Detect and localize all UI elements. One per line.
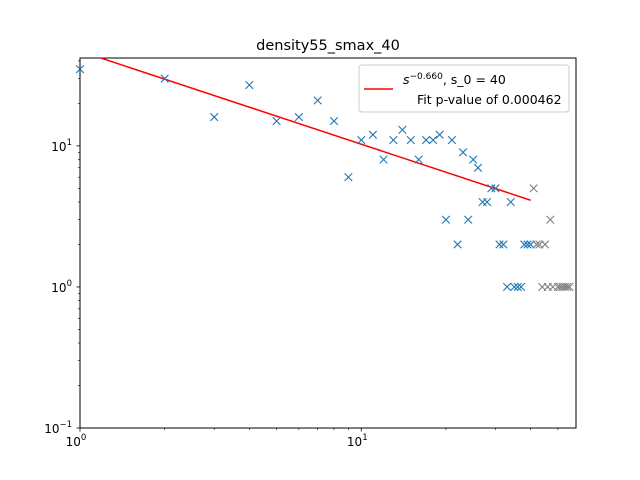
fitted-data-point <box>406 135 415 145</box>
fitted-data-point <box>513 282 522 292</box>
excluded-data-point <box>529 184 538 193</box>
y-tick-label: 101 <box>51 138 72 154</box>
fitted-data-point <box>441 215 451 224</box>
legend-fit-base: s <box>403 72 410 87</box>
fitted-data-point <box>482 197 492 207</box>
fitted-data-point <box>414 155 423 164</box>
fitted-data-point <box>495 240 504 249</box>
x-tick-label: 100 <box>66 433 87 449</box>
fitted-data-point <box>379 155 388 164</box>
fitted-data-point <box>473 163 483 172</box>
fitted-data-point <box>210 112 219 122</box>
fitted-data-point <box>523 240 532 249</box>
fitted-data-point <box>487 184 496 193</box>
fit-line-layer <box>100 57 531 201</box>
fitted-data-point <box>421 135 431 145</box>
excluded-data-point <box>565 282 574 292</box>
fitted-data-point <box>469 155 478 164</box>
fitted-data-point <box>520 240 529 249</box>
fitted-data-point <box>499 240 508 249</box>
fitted-data-point <box>506 197 515 207</box>
fitted-data-point <box>368 130 378 139</box>
fitted-data-point <box>458 148 468 157</box>
fitted-data-point <box>453 240 462 249</box>
fitted-data-point <box>245 80 254 90</box>
legend: s−0.660, s_0 = 40 Fit p-value of 0.00046… <box>358 64 570 113</box>
fitted-data-point <box>398 125 407 135</box>
data-points-layer <box>75 64 574 292</box>
excluded-data-point <box>546 215 555 224</box>
legend-pvalue-text: Fit p-value of 0.000462 <box>417 92 562 107</box>
fitted-data-point <box>491 184 500 193</box>
fitted-data-point <box>516 282 526 292</box>
fitted-data-point <box>329 116 339 126</box>
legend-fit-label: s−0.660, s_0 = 40 <box>403 72 506 87</box>
legend-fit-exponent: −0.660 <box>410 72 444 82</box>
fitted-data-point <box>526 240 535 249</box>
fitted-data-point <box>428 135 438 145</box>
fitted-data-point <box>447 135 457 145</box>
fitted-data-point <box>75 64 85 74</box>
fitted-data-point <box>294 112 304 122</box>
y-tick-label: 10−1 <box>44 420 72 436</box>
plot-frame <box>79 57 577 429</box>
legend-box <box>358 64 570 113</box>
x-tick-label: 101 <box>347 433 368 449</box>
excluded-data-point <box>540 240 550 249</box>
y-axis: 10−1 100 101 <box>44 60 80 436</box>
legend-fit-suffix: , s_0 = 40 <box>443 72 506 87</box>
chart-title: density55_smax_40 <box>256 38 400 54</box>
y-tick-label: 100 <box>51 279 72 295</box>
fit-line <box>100 57 531 201</box>
excluded-data-point <box>563 282 572 292</box>
fitted-data-point <box>344 173 353 182</box>
fitted-data-point <box>502 282 512 292</box>
fitted-data-point <box>389 135 398 145</box>
fitted-data-point <box>464 215 473 224</box>
fitted-data-point <box>160 74 169 83</box>
fitted-data-point <box>357 135 366 145</box>
fitted-data-point <box>510 282 519 292</box>
fitted-data-point <box>272 116 281 126</box>
x-axis: 100 101 <box>66 428 559 449</box>
fitted-data-point <box>435 130 444 139</box>
fitted-data-point <box>313 96 322 105</box>
excluded-data-point <box>532 240 541 249</box>
